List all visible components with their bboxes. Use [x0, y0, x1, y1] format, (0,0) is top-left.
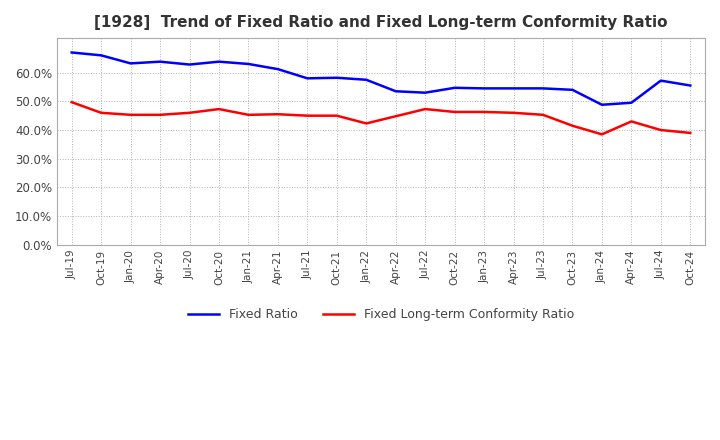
Line: Fixed Long-term Conformity Ratio: Fixed Long-term Conformity Ratio: [72, 102, 690, 134]
Fixed Long-term Conformity Ratio: [126, 112, 135, 117]
Fixed Long-term Conformity Ratio: [215, 106, 223, 112]
Fixed Long-term Conformity Ratio: [97, 110, 106, 115]
Fixed Ratio: [244, 61, 253, 66]
Fixed Long-term Conformity Ratio: [568, 123, 577, 128]
Fixed Ratio: [509, 86, 518, 91]
Fixed Long-term Conformity Ratio: [362, 121, 371, 126]
Fixed Ratio: [333, 75, 341, 81]
Fixed Long-term Conformity Ratio: [686, 130, 695, 136]
Fixed Ratio: [97, 53, 106, 58]
Fixed Ratio: [421, 90, 430, 95]
Fixed Long-term Conformity Ratio: [450, 109, 459, 114]
Fixed Ratio: [274, 66, 282, 72]
Fixed Long-term Conformity Ratio: [421, 106, 430, 112]
Fixed Ratio: [480, 86, 488, 91]
Fixed Ratio: [598, 102, 606, 107]
Fixed Long-term Conformity Ratio: [333, 113, 341, 118]
Fixed Long-term Conformity Ratio: [627, 119, 636, 124]
Fixed Long-term Conformity Ratio: [539, 112, 547, 117]
Fixed Ratio: [568, 87, 577, 92]
Fixed Ratio: [303, 76, 312, 81]
Fixed Ratio: [392, 88, 400, 94]
Title: [1928]  Trend of Fixed Ratio and Fixed Long-term Conformity Ratio: [1928] Trend of Fixed Ratio and Fixed Lo…: [94, 15, 667, 30]
Fixed Ratio: [126, 61, 135, 66]
Fixed Long-term Conformity Ratio: [244, 112, 253, 117]
Fixed Ratio: [657, 78, 665, 83]
Fixed Ratio: [362, 77, 371, 82]
Fixed Long-term Conformity Ratio: [156, 112, 164, 117]
Fixed Long-term Conformity Ratio: [303, 113, 312, 118]
Fixed Long-term Conformity Ratio: [509, 110, 518, 115]
Fixed Ratio: [686, 83, 695, 88]
Fixed Ratio: [215, 59, 223, 64]
Fixed Ratio: [539, 86, 547, 91]
Fixed Long-term Conformity Ratio: [392, 114, 400, 119]
Fixed Long-term Conformity Ratio: [657, 128, 665, 133]
Fixed Long-term Conformity Ratio: [480, 109, 488, 114]
Fixed Ratio: [450, 85, 459, 91]
Fixed Long-term Conformity Ratio: [185, 110, 194, 115]
Line: Fixed Ratio: Fixed Ratio: [72, 52, 690, 105]
Fixed Ratio: [185, 62, 194, 67]
Fixed Long-term Conformity Ratio: [68, 99, 76, 105]
Fixed Ratio: [627, 100, 636, 106]
Fixed Long-term Conformity Ratio: [274, 112, 282, 117]
Fixed Ratio: [156, 59, 164, 64]
Fixed Long-term Conformity Ratio: [598, 132, 606, 137]
Legend: Fixed Ratio, Fixed Long-term Conformity Ratio: Fixed Ratio, Fixed Long-term Conformity …: [183, 303, 580, 326]
Fixed Ratio: [68, 50, 76, 55]
